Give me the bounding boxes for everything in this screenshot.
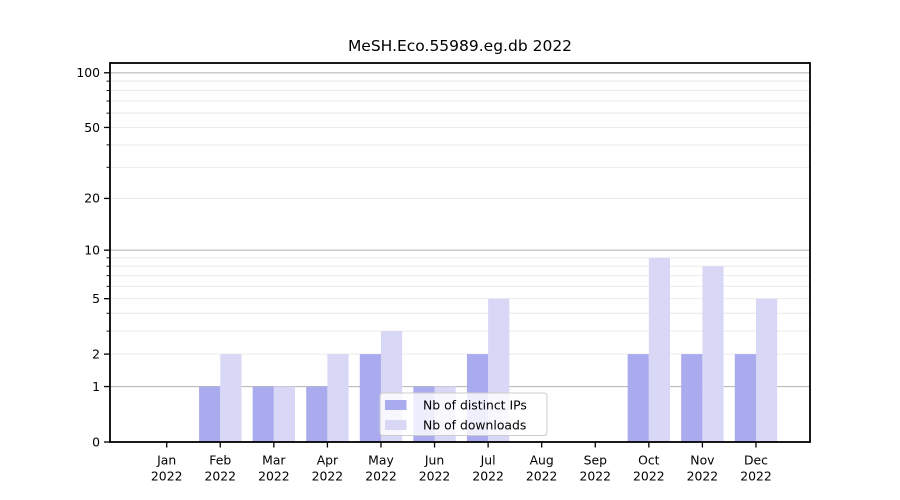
x-tick-label-year-jan: 2022	[151, 469, 183, 484]
x-tick-label-month-sep: Sep	[584, 453, 607, 468]
chart-title: MeSH.Eco.55989.eg.db 2022	[348, 37, 572, 55]
bar-distinct-ips-nov	[681, 354, 703, 442]
x-tick-label-month-jul: Jul	[480, 453, 496, 468]
bar-distinct-ips-mar	[252, 386, 274, 442]
x-tick-label-month-mar: Mar	[262, 453, 286, 468]
legend-label-distinct-ips: Nb of distinct IPs	[423, 398, 527, 413]
y-tick-label-2: 2	[92, 346, 100, 361]
y-tick-label-10: 10	[84, 242, 100, 257]
legend-swatch-distinct-ips	[385, 400, 407, 410]
x-tick-label-year-jun: 2022	[419, 469, 451, 484]
x-tick-label-year-jul: 2022	[472, 469, 504, 484]
bar-downloads-dec	[755, 298, 778, 442]
x-tick-label-year-oct: 2022	[633, 469, 665, 484]
axis-labels-layer: 0125102050100Jan2022Feb2022Mar2022Apr202…	[76, 65, 771, 483]
y-tick-label-5: 5	[92, 291, 100, 306]
bar-distinct-ips-apr	[306, 386, 328, 442]
x-tick-label-month-nov: Nov	[690, 453, 714, 468]
y-tick-label-0: 0	[92, 434, 100, 449]
bar-downloads-nov	[702, 266, 724, 442]
bar-distinct-ips-feb	[199, 386, 221, 442]
legend-label-downloads: Nb of downloads	[423, 418, 526, 433]
legend-box	[379, 392, 548, 436]
y-tick-label-1: 1	[92, 379, 100, 394]
axis-ticks-layer	[104, 72, 757, 448]
x-tick-label-year-dec: 2022	[740, 469, 772, 484]
legend-swatch-downloads	[385, 420, 407, 430]
plot-border	[109, 62, 811, 443]
x-tick-label-year-apr: 2022	[312, 469, 344, 484]
x-tick-label-month-oct: Oct	[638, 453, 660, 468]
x-tick-label-year-nov: 2022	[687, 469, 719, 484]
bar-distinct-ips-oct	[627, 354, 649, 442]
x-tick-label-month-may: May	[368, 453, 394, 468]
bar-downloads-mar	[273, 386, 296, 442]
bar-downloads-apr	[327, 354, 349, 442]
y-tick-label-100: 100	[76, 65, 100, 80]
x-tick-label-year-sep: 2022	[579, 469, 611, 484]
bar-distinct-ips-dec	[734, 354, 756, 442]
legend: Nb of distinct IPs Nb of downloads	[379, 392, 548, 436]
y-tick-label-20: 20	[84, 191, 100, 206]
bar-distinct-ips-may	[359, 354, 381, 442]
y-tick-label-50: 50	[84, 120, 100, 135]
x-tick-label-month-feb: Feb	[209, 453, 231, 468]
x-tick-label-month-aug: Aug	[530, 453, 554, 468]
bar-downloads-feb	[220, 354, 242, 442]
x-tick-label-month-dec: Dec	[744, 453, 768, 468]
x-tick-label-year-may: 2022	[365, 469, 397, 484]
x-tick-label-year-mar: 2022	[258, 469, 290, 484]
x-tick-label-month-jun: Jun	[424, 453, 444, 468]
x-tick-label-month-apr: Apr	[317, 453, 339, 468]
x-tick-label-month-jan: Jan	[156, 453, 176, 468]
x-tick-label-year-aug: 2022	[526, 469, 558, 484]
x-tick-label-year-feb: 2022	[204, 469, 236, 484]
bar-downloads-oct	[648, 257, 671, 442]
